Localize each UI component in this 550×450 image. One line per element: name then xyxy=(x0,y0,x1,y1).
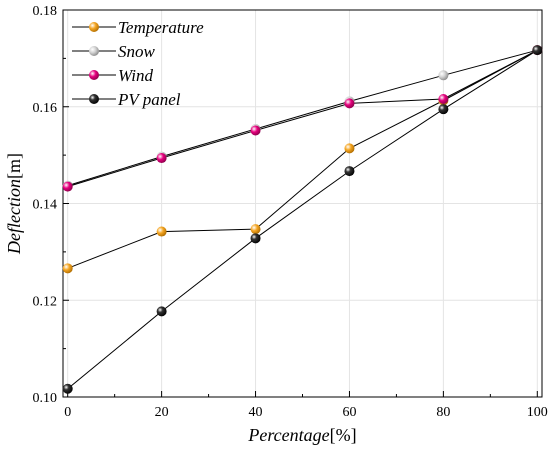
legend-label: Wind xyxy=(118,66,153,85)
series-line xyxy=(67,49,538,188)
x-axis-title-main: Percentage xyxy=(247,425,329,445)
y-tick-label: 0.18 xyxy=(33,4,58,19)
series-line xyxy=(67,49,538,187)
series-points xyxy=(62,45,543,394)
data-point xyxy=(156,306,167,317)
y-tick-label: 0.12 xyxy=(33,294,58,309)
data-point xyxy=(62,263,73,274)
data-point xyxy=(156,153,167,164)
legend-marker xyxy=(89,46,99,56)
y-axis-title-main: Deflection xyxy=(4,179,24,255)
legend-label: PV panel xyxy=(117,90,181,109)
y-tick-label: 0.10 xyxy=(33,391,58,406)
data-point xyxy=(344,143,355,154)
data-point xyxy=(250,224,261,235)
x-tick-label: 20 xyxy=(155,405,169,420)
y-tick-label: 0.14 xyxy=(33,198,58,213)
legend-marker xyxy=(89,70,99,80)
y-axis-title-unit: [m] xyxy=(4,153,24,179)
y-axis-title: Deflection[m] xyxy=(4,153,24,255)
grid-lines xyxy=(63,10,542,397)
axis-ticks: 0.10 0.12 0.14 0.16 0.18 0 20 40 60 80 100 xyxy=(33,4,548,420)
x-tick-label: 0 xyxy=(64,405,71,420)
y-tick-label: 0.16 xyxy=(33,101,58,116)
data-point xyxy=(156,226,167,237)
data-point xyxy=(250,233,261,244)
legend-label: Temperature xyxy=(118,18,204,37)
legend: Temperature Snow Wind PV panel xyxy=(72,18,204,109)
series-line xyxy=(67,49,538,390)
legend-label: Snow xyxy=(118,42,156,61)
data-point xyxy=(344,166,355,177)
x-tick-label: 60 xyxy=(342,405,356,420)
data-point xyxy=(438,104,449,115)
data-point xyxy=(62,383,73,394)
data-point xyxy=(532,45,543,56)
data-point xyxy=(62,181,73,192)
data-point xyxy=(250,125,261,136)
data-point xyxy=(438,70,449,81)
x-tick-label: 40 xyxy=(249,405,263,420)
series-lines xyxy=(67,49,538,390)
legend-marker xyxy=(89,22,99,32)
series-line xyxy=(67,49,538,269)
data-point xyxy=(438,94,449,105)
x-tick-label: 80 xyxy=(436,405,450,420)
data-point xyxy=(344,98,355,109)
x-axis-title-unit: [%] xyxy=(330,425,357,445)
x-tick-label: 100 xyxy=(527,405,548,420)
legend-marker xyxy=(89,94,99,104)
x-axis-title: Percentage[%] xyxy=(247,425,356,445)
